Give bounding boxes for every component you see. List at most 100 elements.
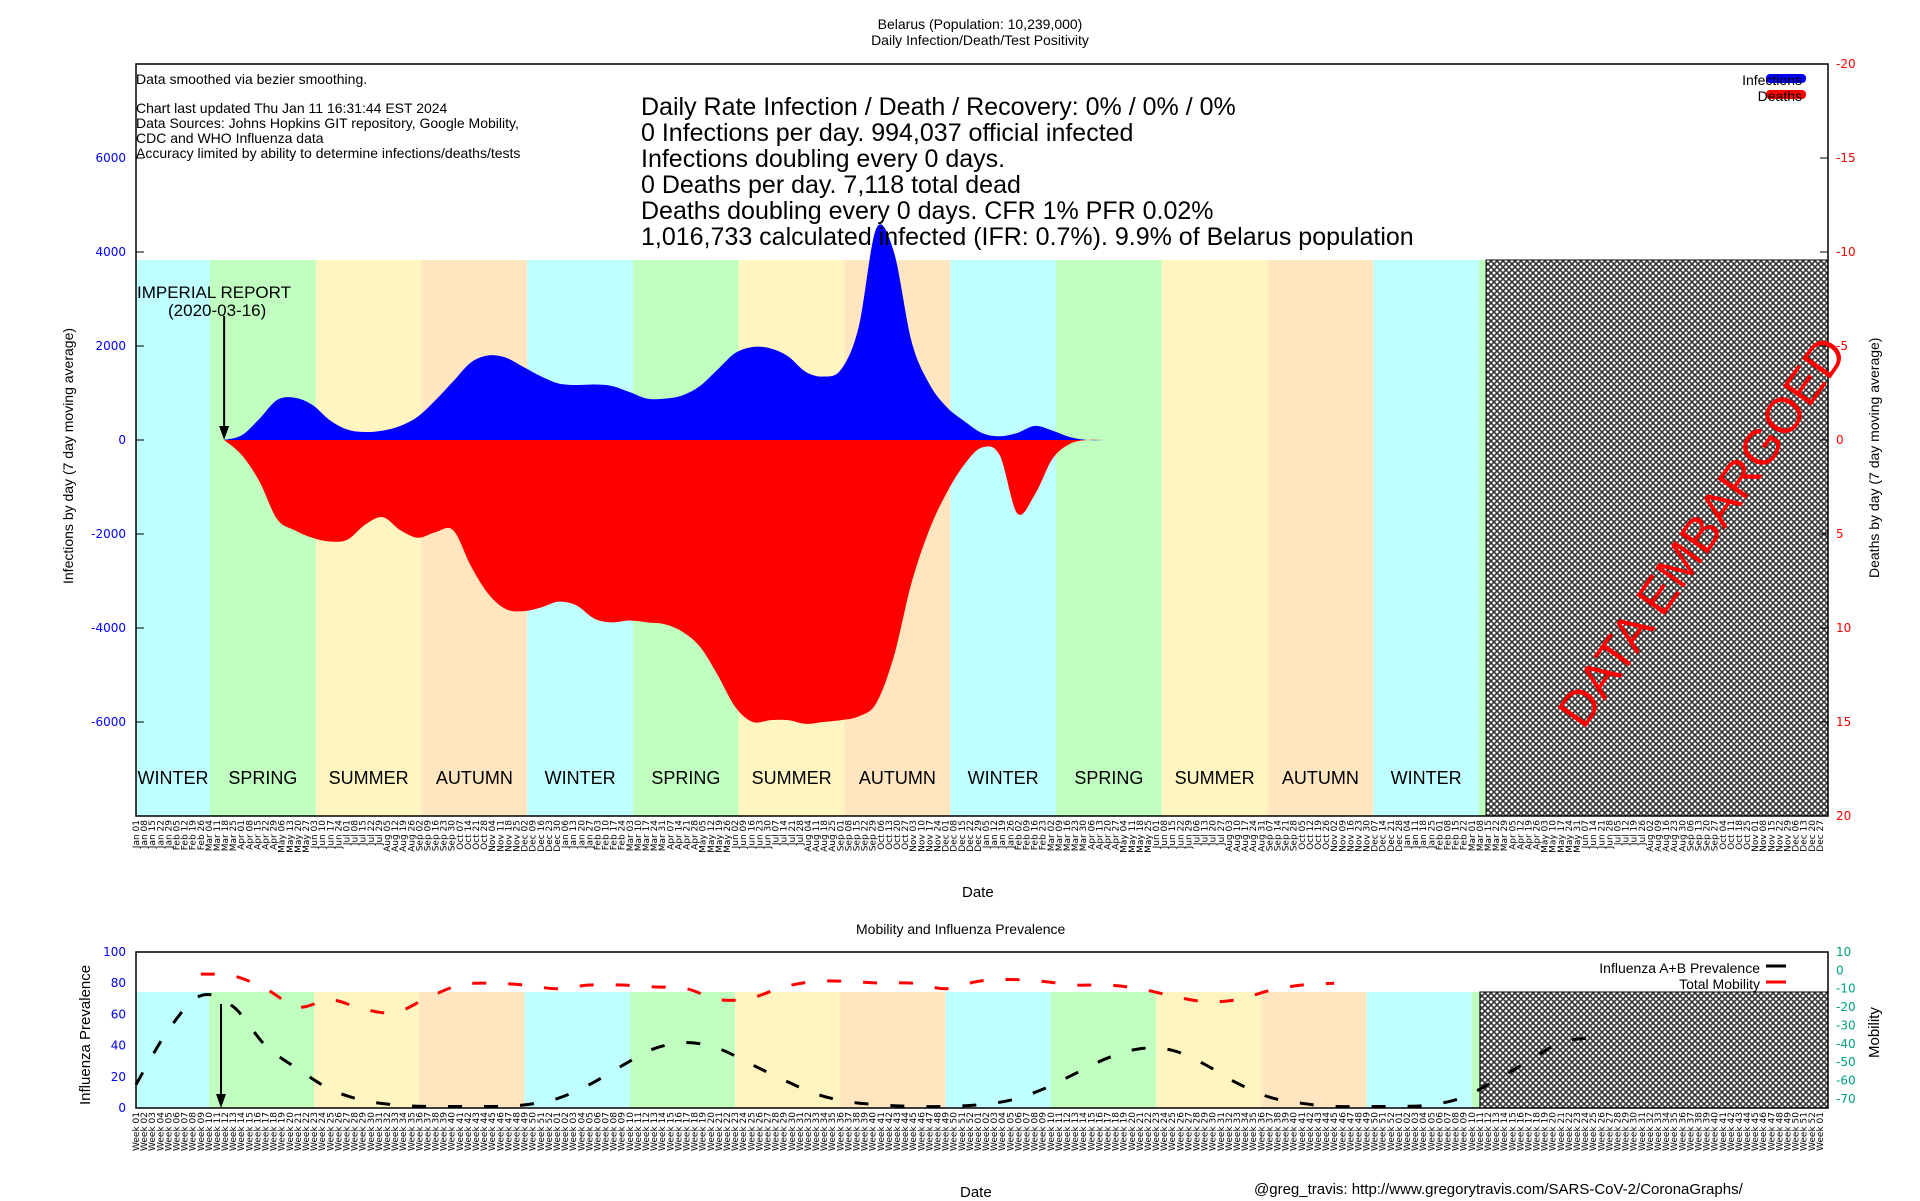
flu-y2-tick-label: 10	[1836, 945, 1851, 959]
flu-x-tick-label: Week 46	[917, 1112, 927, 1151]
x-tick-label: Apr 01	[237, 820, 247, 850]
flu-x-tick-label: Week 09	[1460, 1112, 1470, 1151]
x-tick-label: Nov 25	[512, 820, 522, 852]
x-tick-label: Dec 22	[966, 820, 976, 852]
x-tick-label: Jan 20	[577, 820, 587, 849]
x-tick-label: Nov 16	[1346, 820, 1356, 852]
influenza-line	[134, 993, 1594, 1109]
x-tick-label: May 12	[707, 820, 717, 853]
x-tick-label: Aug 11	[812, 820, 822, 852]
x-tick-label: Apr 29	[270, 820, 280, 850]
flu-x-tick-label: Week 38	[1273, 1112, 1283, 1151]
flu-season-band	[629, 992, 736, 1108]
flu-x-tick-label: Week 47	[504, 1112, 514, 1151]
flu-y-tick-label: 20	[111, 1070, 126, 1084]
season-label: WINTER	[545, 768, 616, 788]
x-tick-label: May 31	[1573, 820, 1583, 853]
flu-x-tick-label: Week 44	[1322, 1112, 1332, 1151]
x-tick-label: Apr 06	[1087, 820, 1097, 850]
x-tick-label: Jan 19	[998, 820, 1008, 849]
x-tick-label: Apr 15	[253, 820, 263, 850]
x-tick-label: Apr 12	[1516, 820, 1526, 850]
season-label: SPRING	[651, 768, 720, 788]
flu-x-tick-label: Week 12	[1484, 1112, 1494, 1151]
x-tick-label: Mar 11	[213, 820, 223, 851]
x-tick-label: Feb 15	[1452, 820, 1462, 850]
x-tick-label: Jul 29	[375, 820, 385, 846]
flu-x-tick-label: Week 13	[1071, 1112, 1081, 1151]
x-tick-label: Nov 09	[1338, 820, 1348, 852]
flu-x-tick-label: Week 30	[1209, 1112, 1219, 1151]
flu-x-tick-label: Week 44	[480, 1112, 490, 1151]
flu-x-tick-label: Week 17	[1103, 1112, 1113, 1151]
x-tick-label: Jul 28	[796, 820, 806, 846]
flu-x-tick-label: Week 29	[1622, 1112, 1632, 1151]
flu-x-tick-label: Week 16	[674, 1112, 684, 1151]
x-tick-label: Aug 02	[1646, 820, 1656, 852]
flu-x-tick-label: Week 49	[1363, 1112, 1373, 1151]
flu-x-tick-label: Week 02	[982, 1112, 992, 1151]
x-tick-label: May 10	[1549, 820, 1559, 853]
flu-x-tick-label: Week 03	[1411, 1112, 1421, 1151]
flu-x-tick-label: Week 01	[974, 1112, 984, 1151]
flu-x-tick-label: Week 27	[763, 1112, 773, 1151]
flu-season-band	[136, 992, 209, 1108]
y2-tick-label: -20	[1836, 57, 1856, 71]
season-label: AUTUMN	[436, 768, 513, 788]
flu-x-tick-label: Week 05	[585, 1112, 595, 1151]
x-tick-label: Jul 07	[772, 820, 782, 846]
x-tick-label: Nov 03	[909, 820, 919, 852]
flu-x-tick-label: Week 43	[893, 1112, 903, 1151]
flu-x-tick-label: Week 51	[537, 1112, 547, 1151]
flu-x-tick-label: Week 05	[164, 1112, 174, 1151]
flu-x-tick-label: Week 42	[1727, 1112, 1737, 1151]
y-tick-label: 4000	[95, 245, 126, 259]
x-tick-label: Jan 22	[156, 820, 166, 849]
flu-x-tick-label: Week 15	[245, 1112, 255, 1151]
main-plot: WINTER SPRING SUMMER AUTUMN WINTER SPRING SUMM…	[91, 57, 1855, 853]
flu-x-tick-label: Week 36	[1678, 1112, 1688, 1151]
x-tick-label: Jan 08	[140, 820, 150, 849]
x-tick-label: Dec 07	[1371, 820, 1381, 852]
x-tick-label: May 25	[1144, 820, 1154, 853]
flu-season-band	[1366, 992, 1472, 1108]
x-tick-label: Jun 03	[310, 820, 320, 849]
flu-x-tick-label: Week 47	[1346, 1112, 1356, 1151]
flu-x-tick-label: Week 50	[529, 1112, 539, 1151]
flu-x-tick-label: Week 23	[731, 1112, 741, 1151]
flu-x-tick-label: Week 15	[666, 1112, 676, 1151]
flu-x-tick-label: Week 09	[618, 1112, 628, 1151]
x-tick-label: Jan 01	[132, 820, 142, 849]
flu-x-tick-label: Week 14	[658, 1112, 668, 1151]
flu-x-tick-label: Week 11	[1476, 1112, 1486, 1151]
embargo-region	[1485, 259, 1829, 817]
x-tick-label: Jul 22	[367, 820, 377, 846]
x-tick-label: Nov 01	[1751, 820, 1761, 852]
x-tick-label: Dec 13	[1800, 820, 1810, 852]
x-tick-label: Dec 27	[1816, 820, 1826, 852]
flu-x-tick-label: Week 28	[1193, 1112, 1203, 1151]
x-tick-label: May 03	[1541, 820, 1551, 853]
stats-line-6: 1,016,733 calculated infected (IFR: 0.7%…	[641, 223, 1414, 251]
season-label: SUMMER	[752, 768, 832, 788]
legend-infections-swatch	[1766, 74, 1806, 83]
flu-x-tick-label: Week 12	[221, 1112, 231, 1151]
flu-x-tick-label: Week 38	[432, 1112, 442, 1151]
flu-x-tick-label: Week 38	[853, 1112, 863, 1151]
x-tick-label: Feb 01	[1435, 820, 1445, 850]
flu-x-tick-label: Week 25	[326, 1112, 336, 1151]
flu-x-tick-label: Week 12	[642, 1112, 652, 1151]
credit-link[interactable]: @greg_travis: http://www.gregorytravis.c…	[1254, 1181, 1743, 1198]
flu-x-tick-label: Week 10	[1468, 1112, 1478, 1151]
flu-x-tick-label: Week 46	[1338, 1112, 1348, 1151]
flu-x-tick-label: Week 21	[1136, 1112, 1146, 1151]
x-tick-label: Jun 16	[747, 820, 757, 850]
season-band	[1479, 260, 1487, 816]
x-tick-label: Dec 14	[1379, 820, 1389, 852]
x-tick-label: Oct 19	[1314, 820, 1324, 850]
flu-chart-title: Mobility and Influenza Prevalence	[856, 921, 1066, 937]
flu-x-tick-label: Week 33	[812, 1112, 822, 1151]
flu-y2-tick-label: -60	[1836, 1073, 1856, 1087]
flu-x-tick-label: Week 23	[1573, 1112, 1583, 1151]
y2-tick-label: -10	[1836, 245, 1856, 259]
